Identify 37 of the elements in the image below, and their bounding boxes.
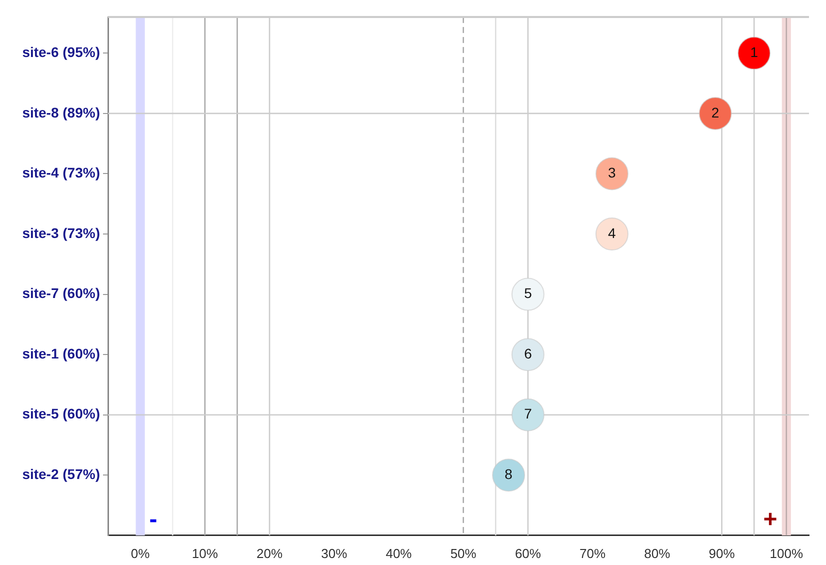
annotation: 3 [608, 164, 616, 181]
point [492, 458, 526, 492]
point [595, 218, 628, 251]
point [511, 338, 544, 372]
annotation: 1 [750, 44, 758, 60]
annotation: 8 [504, 466, 513, 482]
point [511, 398, 544, 432]
point [698, 96, 732, 130]
y-tick-label: site-1 (60%) [22, 345, 100, 362]
annotation: 7 [524, 406, 532, 422]
annotation: + [763, 506, 778, 533]
x-tick-label: 80% [644, 546, 671, 561]
y-tick-label: site-2 (57%) [22, 466, 100, 482]
point [595, 157, 628, 190]
annotation: 6 [524, 345, 532, 362]
x-tick-label: 100% [770, 546, 804, 561]
annotation: 2 [711, 104, 720, 120]
x-tick-label: 10% [192, 546, 218, 561]
point [511, 278, 544, 311]
x-tick-label: 20% [256, 546, 283, 561]
y-tick-label: site-5 (60%) [22, 406, 100, 422]
x-tick-label: 50% [450, 546, 477, 561]
x-tick-label: 70% [580, 546, 606, 561]
annotation: - [149, 506, 158, 533]
x-tick-label: 60% [514, 546, 542, 561]
y-tick-label: site-4 (73%) [22, 164, 100, 181]
x-tick-label: 0% [130, 546, 150, 561]
y-tick-label: site-3 (73%) [22, 224, 100, 241]
x-tick-label: 40% [386, 546, 412, 561]
point [738, 36, 771, 70]
y-tick-label: site-8 (89%) [22, 104, 100, 120]
x-tick-label: 30% [321, 546, 348, 561]
y-tick-label: site-7 (60%) [22, 285, 100, 302]
x-tick-label: 90% [708, 546, 736, 561]
annotation: 5 [524, 285, 532, 302]
y-tick-label: site-6 (95%) [22, 44, 100, 60]
annotation: 4 [608, 224, 616, 241]
